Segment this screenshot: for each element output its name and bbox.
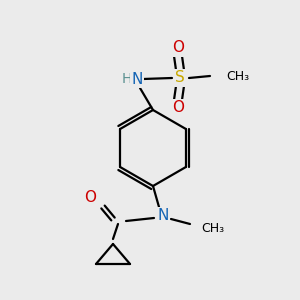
- Text: CH₃: CH₃: [226, 70, 249, 83]
- Text: O: O: [84, 190, 96, 206]
- Text: CH₃: CH₃: [201, 221, 224, 235]
- Text: O: O: [172, 100, 184, 116]
- Text: H: H: [122, 72, 132, 86]
- Text: O: O: [172, 40, 184, 56]
- Text: N: N: [131, 71, 143, 86]
- Text: N: N: [157, 208, 169, 224]
- Text: S: S: [175, 70, 185, 86]
